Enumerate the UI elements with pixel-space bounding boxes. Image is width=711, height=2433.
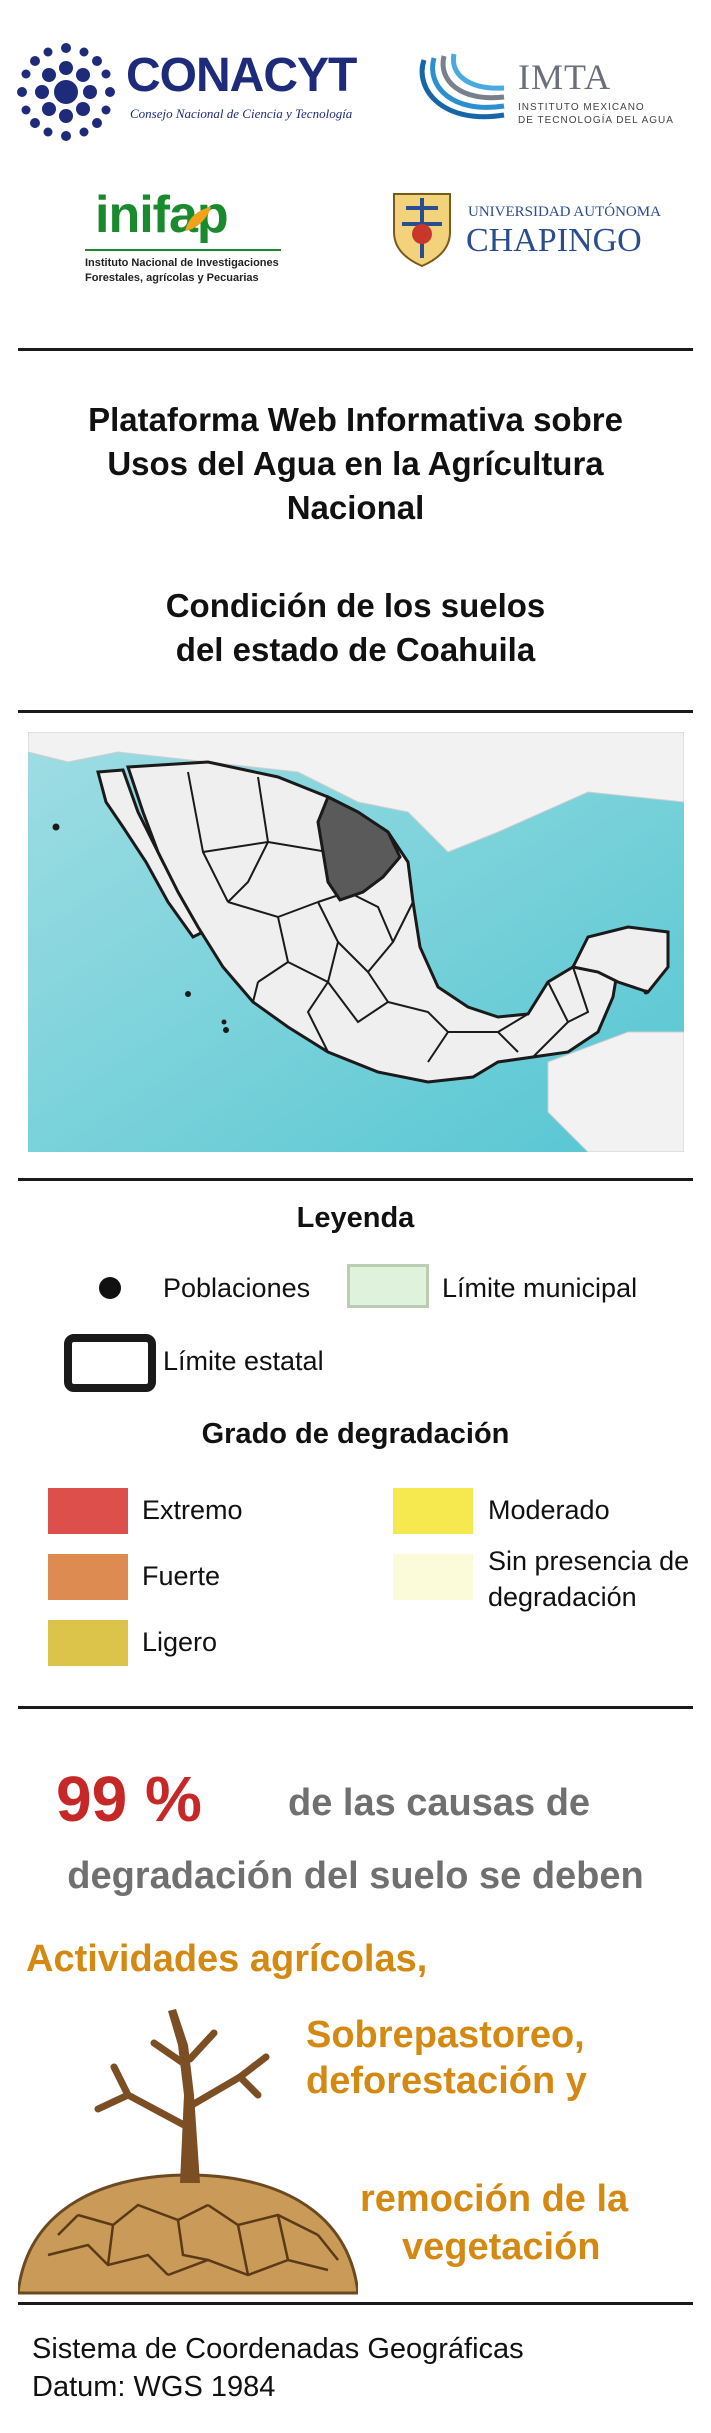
inifap-leaf-icon [185,207,211,231]
divider-4 [18,1706,693,1709]
chapingo-name: CHAPINGO [466,222,642,259]
imta-logo: IMTA INSTITUTO MEXICANO DE TECNOLOGÍA DE… [414,50,694,140]
subtitle-line-2: del estado de Coahuila [175,631,536,668]
conacyt-name: CONACYT [126,49,357,102]
chapingo-logo: UNIVERSIDAD AUTÓNOMA CHAPINGO [386,188,686,278]
island [185,991,191,997]
municipal-swatch [347,1264,429,1308]
legend: Leyenda Poblaciones Límite municipal Lím… [0,1190,711,1690]
estatal-swatch [64,1334,156,1392]
cause-1: Actividades agrícolas, [26,1938,428,1980]
cause-3b: vegetación [402,2226,601,2268]
legend-moderado: Moderado [488,1495,610,1525]
dry-tree-icon [16,2009,360,2295]
conacyt-emblem-icon [17,43,115,141]
page-subtitle: Condición de los suelos del estado de Co… [0,584,711,672]
island [221,1019,227,1025]
footer-line-1: Sistema de Coordenadas Geográficas [32,2333,524,2365]
stats-text-2: degradación del suelo se deben [67,1855,644,1897]
cause-2b: deforestación y [306,2060,587,2102]
imta-subtitle-2: DE TECNOLOGÍA DEL AGUA [518,115,674,126]
degradation-heading: Grado de degradación [201,1418,510,1450]
divider-3 [18,1178,693,1181]
divider-5 [18,2302,693,2305]
percent-value: 99 % [56,1763,202,1835]
inifap-subtitle-2: Forestales, agrícolas y Pecuarias [85,272,259,284]
inifap-logo: inifap Instituto Nacional de Investigaci… [85,185,315,295]
imta-name: IMTA [518,57,612,97]
title-line-3: Nacional [286,489,425,526]
poblaciones-dot-icon [99,1277,121,1299]
ligero-swatch [48,1620,128,1666]
divider-2 [18,710,693,713]
island [643,989,649,995]
legend-limite-estatal: Límite estatal [163,1346,324,1376]
island [223,1027,229,1033]
dry-tree-illustration [16,2005,360,2295]
mexico-map [28,732,684,1152]
subtitle-line-1: Condición de los suelos [165,587,546,624]
legend-ligero: Ligero [142,1627,218,1657]
imta-wave-icon [419,53,505,120]
title-line-1: Plataforma Web Informativa sobre [88,401,623,438]
chapingo-shield-icon [393,193,451,268]
footer-line-2: Datum: WGS 1984 [32,2371,276,2403]
legend-limite-municipal: Límite municipal [442,1273,638,1303]
yucatan-peninsula [570,925,670,994]
usa-land [28,732,684,853]
map-graphic [28,732,684,1152]
baja-california [96,768,206,939]
legend-heading: Leyenda [296,1202,415,1234]
cause-2a: Sobrepastoreo, [306,2014,585,2056]
page-title: Plataforma Web Informativa sobre Usos de… [0,398,711,530]
chapingo-top-text: UNIVERSIDAD AUTÓNOMA [468,204,661,220]
cause-3a: remoción de la [360,2178,629,2220]
inifap-underline [85,249,281,251]
coahuila-state [316,794,402,902]
title-line-2: Usos del Agua en la Agrícultura [107,445,604,482]
legend-fuerte: Fuerte [142,1561,221,1591]
legend-sin-presencia-2: degradación [488,1582,637,1612]
stats-text-1: de las causas de [288,1782,591,1824]
imta-subtitle-1: INSTITUTO MEXICANO [518,102,645,113]
legend-sin-presencia-1: Sin presencia de [488,1546,690,1576]
legend-poblaciones: Poblaciones [163,1273,311,1303]
conacyt-subtitle: Consejo Nacional de Ciencia y Tecnología [130,106,353,121]
fuerte-swatch [48,1554,128,1600]
legend-extremo: Extremo [142,1495,243,1525]
inifap-subtitle-1: Instituto Nacional de Investigaciones [85,257,279,269]
footer: Sistema de Coordenadas Geográficas Datum… [32,2330,524,2406]
island [52,823,60,831]
central-america-land [547,1031,684,1152]
moderado-swatch [393,1488,473,1534]
sin-presencia-swatch [393,1554,473,1600]
mexico-mainland [125,760,620,1084]
divider-1 [18,348,693,351]
conacyt-logo: CONACYT Consejo Nacional de Ciencia y Te… [14,38,374,148]
extremo-swatch [48,1488,128,1534]
